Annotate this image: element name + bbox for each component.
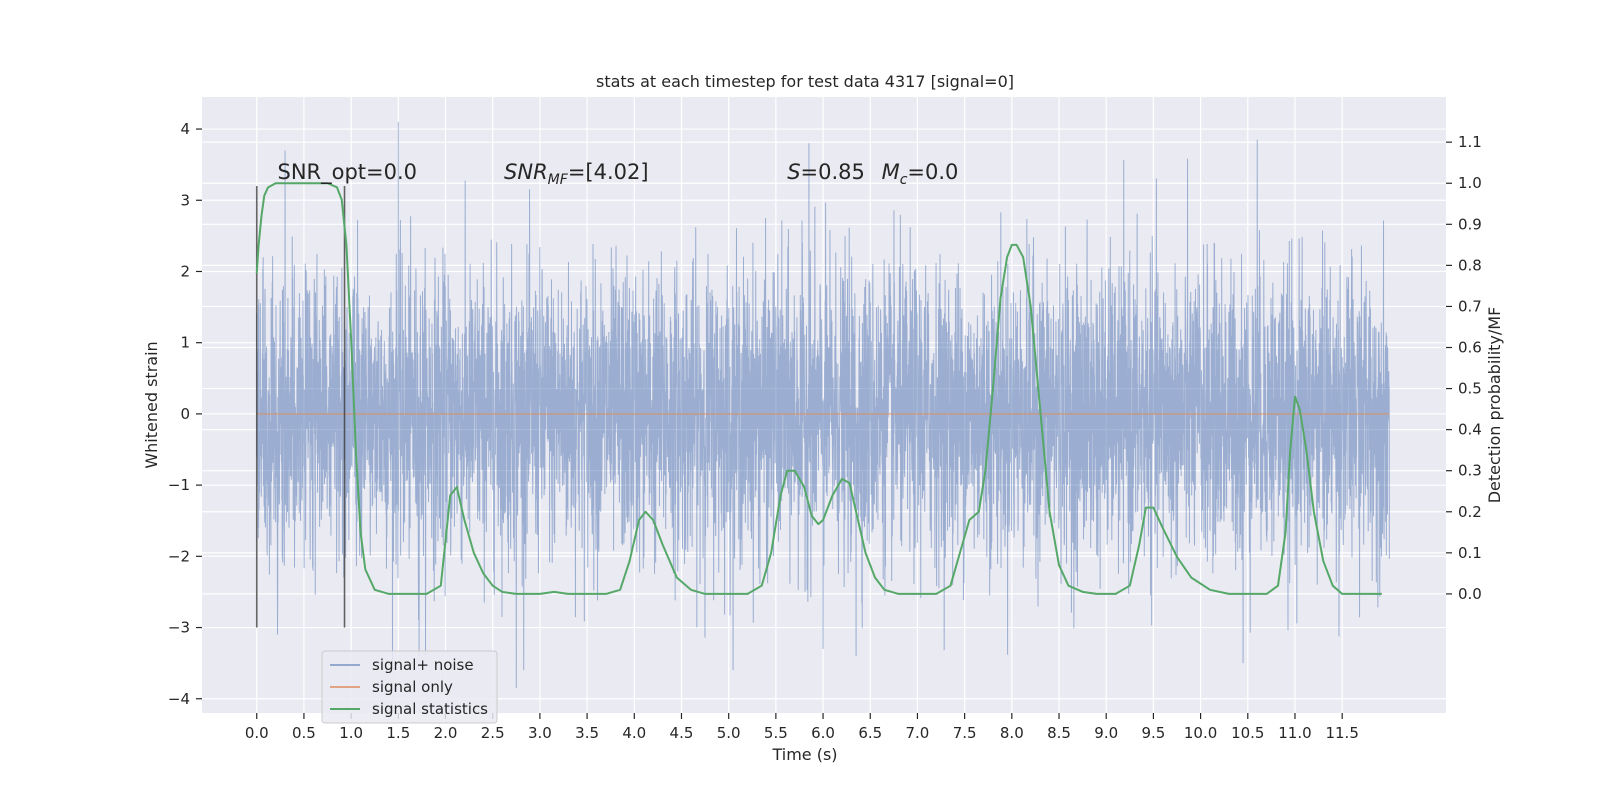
axes: 0.0 0.5 1.0 1.5 2.0 2.5 3.0 3.5 4.0 4.5 5.0 5.5 6.0 6… [168, 120, 1482, 742]
annotation-part: =0.0 [907, 160, 958, 184]
x-tick-label: 1.5 [386, 724, 410, 742]
x-tick-label: 3.0 [528, 724, 552, 742]
x-tick-label: 8.0 [1000, 724, 1024, 742]
y2-tick-label: 0.6 [1458, 339, 1482, 357]
y-axis-label: Whitened strain [142, 341, 161, 468]
legend-box [321, 650, 498, 724]
annotation-snr_opt: SNR_opt=0.0 [278, 160, 418, 185]
chart-title: stats at each timestep for test data 431… [596, 72, 1014, 91]
y2-tick-label: 0.7 [1458, 297, 1482, 315]
x-tick-label: 4.0 [622, 724, 646, 742]
y2-tick-label: 1.0 [1458, 174, 1482, 192]
annotation-snr_mf: SNRMF=[4.02] [504, 160, 649, 188]
x-tick-label: 7.5 [953, 724, 977, 742]
y2-tick-label: 0.5 [1458, 380, 1482, 398]
x-tick-label: 0.5 [292, 724, 316, 742]
x-tick-label: 6.5 [858, 724, 882, 742]
x-tick-label: 3.5 [575, 724, 599, 742]
x-tick-label: 5.5 [764, 724, 788, 742]
y-tick-label: 4 [180, 120, 190, 138]
x-tick-label: 10.5 [1231, 724, 1264, 742]
annotation-part: M [882, 160, 900, 184]
series-line-signal-noise [256, 121, 1390, 689]
y2-tick-label: 0.4 [1458, 421, 1482, 439]
annotation-part: SNR [504, 160, 548, 184]
x-axis-label: Time (s) [771, 745, 837, 764]
x-tick-label: 2.5 [481, 724, 505, 742]
annotations: SNR_opt=0.0 SNRMF=[4.02] S=0.85 Mc=0.0 [278, 160, 959, 188]
annotation-part: c [900, 172, 908, 188]
y-tick-label: 3 [180, 191, 190, 209]
x-tick-label: 11.0 [1278, 724, 1311, 742]
annotation-part: MF [548, 172, 569, 188]
x-tick-label: 8.5 [1047, 724, 1071, 742]
y-tick-label: 1 [180, 334, 190, 352]
annotation-part: =[4.02] [568, 160, 649, 184]
y2-tick-label: 1.1 [1458, 133, 1482, 151]
annotation-stat_mc: Mc=0.0 [882, 160, 959, 188]
x-tick-label: 6.0 [811, 724, 835, 742]
y-tick-label: −3 [168, 619, 190, 637]
y-tick-label: −2 [168, 547, 190, 565]
y2-tick-label: 0.3 [1458, 462, 1482, 480]
x-tick-label: 5.0 [717, 724, 741, 742]
annotation-part: =0.85 [801, 160, 865, 184]
x-tick-label: 7.0 [906, 724, 930, 742]
x-tick-label: 10.0 [1184, 724, 1217, 742]
y2-tick-label: 0.9 [1458, 215, 1482, 233]
y2-tick-label: 0.2 [1458, 503, 1482, 521]
y2-tick-label: 0.8 [1458, 256, 1482, 274]
x-tick-label: 9.5 [1141, 724, 1165, 742]
series-signal-noise [256, 121, 1390, 689]
x-tick-label: 9.0 [1094, 724, 1118, 742]
x-tick-label: 11.5 [1325, 724, 1358, 742]
y2-tick-label: 0.1 [1458, 544, 1482, 562]
legend: signal+ noise signal only signal statistic… [321, 650, 498, 724]
y-tick-label: 0 [180, 405, 190, 423]
legend-label: signal only [372, 678, 453, 696]
annotation-part: S [787, 160, 800, 184]
y-tick-label: −1 [168, 476, 190, 494]
series-signal-statistics [255, 182, 1382, 595]
x-tick-label: 0.0 [245, 724, 269, 742]
series-line-signal-statistics [255, 182, 1382, 595]
y-tick-label: 2 [180, 262, 190, 280]
annotation-stat_s: S=0.85 [787, 160, 865, 184]
legend-label: signal+ noise [372, 656, 474, 674]
y2-tick-label: 0.0 [1458, 585, 1482, 603]
legend-label: signal statistics [372, 700, 488, 718]
x-tick-label: 4.5 [670, 724, 694, 742]
x-tick-label: 1.0 [339, 724, 363, 742]
x-tick-label: 2.0 [434, 724, 458, 742]
y-tick-label: −4 [168, 690, 190, 708]
y2-axis-label: Detection probability/MF [1485, 307, 1504, 504]
